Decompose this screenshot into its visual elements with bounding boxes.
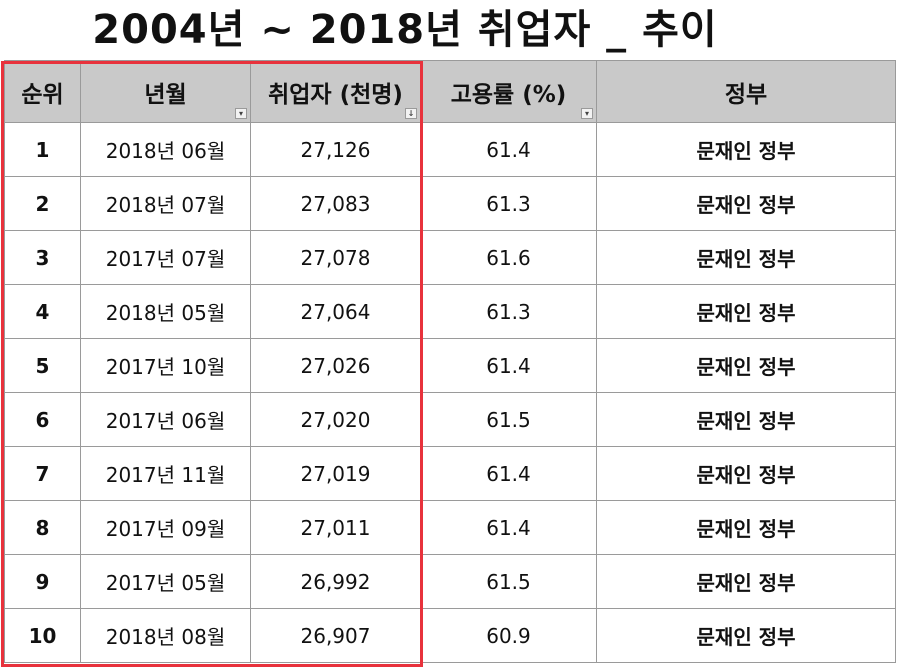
employed-cell[interactable]: 27,126 [250, 122, 421, 177]
employed-cell[interactable]: 26,907 [250, 608, 421, 663]
column-header-label: 정부 [724, 81, 768, 108]
page-title: 2004년 ~ 2018년 취업자 _ 추이 [92, 7, 718, 53]
date-cell[interactable]: 2017년 06월 [80, 392, 251, 447]
employed-cell[interactable]: 27,020 [250, 392, 421, 447]
rate-cell[interactable]: 61.4 [420, 122, 597, 177]
rank-cell[interactable]: 9 [4, 554, 81, 609]
rank-cell[interactable]: 6 [4, 392, 81, 447]
rate-cell[interactable]: 61.4 [420, 338, 597, 393]
rank-cell[interactable]: 8 [4, 500, 81, 555]
sort-desc-icon[interactable]: ↓ [405, 108, 417, 119]
government-cell[interactable]: 문재인 정부 [596, 554, 896, 609]
column-header-rank[interactable]: 순위 [4, 60, 81, 123]
rate-cell[interactable]: 61.3 [420, 176, 597, 231]
government-cell[interactable]: 문재인 정부 [596, 446, 896, 501]
column-header-label: 고용률 (%) [450, 81, 567, 108]
date-cell[interactable]: 2017년 10월 [80, 338, 251, 393]
table-row: 10 2018년 08월 26,907 60.9 문재인 정부 [4, 608, 896, 663]
rank-cell[interactable]: 1 [4, 122, 81, 177]
employed-cell[interactable]: 27,078 [250, 230, 421, 285]
rate-cell[interactable]: 60.9 [420, 608, 597, 663]
column-header-employed[interactable]: 취업자 (천명) ↓ [250, 60, 421, 123]
column-header-date[interactable]: 년월 ▾ [80, 60, 251, 123]
rank-cell[interactable]: 3 [4, 230, 81, 285]
rate-cell[interactable]: 61.5 [420, 392, 597, 447]
header-row: 순위 년월 ▾ 취업자 (천명) ↓ 고용률 (%) ▾ 정부 [4, 60, 896, 123]
employed-cell[interactable]: 27,019 [250, 446, 421, 501]
table-row: 1 2018년 06월 27,126 61.4 문재인 정부 [4, 122, 896, 177]
government-cell[interactable]: 문재인 정부 [596, 392, 896, 447]
rank-cell[interactable]: 7 [4, 446, 81, 501]
column-header-label: 취업자 (천명) [268, 81, 403, 108]
date-cell[interactable]: 2017년 07월 [80, 230, 251, 285]
column-header-label: 순위 [21, 81, 64, 108]
rate-cell[interactable]: 61.5 [420, 554, 597, 609]
date-cell[interactable]: 2017년 11월 [80, 446, 251, 501]
date-cell[interactable]: 2017년 09월 [80, 500, 251, 555]
column-header-rate[interactable]: 고용률 (%) ▾ [420, 60, 597, 123]
government-cell[interactable]: 문재인 정부 [596, 122, 896, 177]
table-row: 7 2017년 11월 27,019 61.4 문재인 정부 [4, 446, 896, 501]
rank-cell[interactable]: 2 [4, 176, 81, 231]
column-header-government[interactable]: 정부 [596, 60, 896, 123]
rank-cell[interactable]: 5 [4, 338, 81, 393]
employed-cell[interactable]: 27,026 [250, 338, 421, 393]
date-cell[interactable]: 2018년 05월 [80, 284, 251, 339]
employment-table: 순위 년월 ▾ 취업자 (천명) ↓ 고용률 (%) ▾ 정부 1 2018년 06월… [4, 60, 896, 663]
government-cell[interactable]: 문재인 정부 [596, 176, 896, 231]
filter-funnel-icon[interactable]: ▾ [235, 108, 247, 119]
government-cell[interactable]: 문재인 정부 [596, 608, 896, 663]
government-cell[interactable]: 문재인 정부 [596, 338, 896, 393]
column-header-label: 년월 [144, 81, 187, 108]
table-row: 3 2017년 07월 27,078 61.6 문재인 정부 [4, 230, 896, 285]
employed-cell[interactable]: 27,083 [250, 176, 421, 231]
rate-cell[interactable]: 61.3 [420, 284, 597, 339]
employed-cell[interactable]: 27,064 [250, 284, 421, 339]
government-cell[interactable]: 문재인 정부 [596, 230, 896, 285]
government-cell[interactable]: 문재인 정부 [596, 284, 896, 339]
date-cell[interactable]: 2018년 07월 [80, 176, 251, 231]
rank-cell[interactable]: 4 [4, 284, 81, 339]
employed-cell[interactable]: 27,011 [250, 500, 421, 555]
rate-cell[interactable]: 61.6 [420, 230, 597, 285]
table-row: 8 2017년 09월 27,011 61.4 문재인 정부 [4, 500, 896, 555]
employed-cell[interactable]: 26,992 [250, 554, 421, 609]
table-row: 4 2018년 05월 27,064 61.3 문재인 정부 [4, 284, 896, 339]
dropdown-arrow-icon[interactable]: ▾ [581, 108, 593, 119]
date-cell[interactable]: 2017년 05월 [80, 554, 251, 609]
rank-cell[interactable]: 10 [4, 608, 81, 663]
rate-cell[interactable]: 61.4 [420, 500, 597, 555]
table-row: 5 2017년 10월 27,026 61.4 문재인 정부 [4, 338, 896, 393]
date-cell[interactable]: 2018년 08월 [80, 608, 251, 663]
table-row: 9 2017년 05월 26,992 61.5 문재인 정부 [4, 554, 896, 609]
date-cell[interactable]: 2018년 06월 [80, 122, 251, 177]
rate-cell[interactable]: 61.4 [420, 446, 597, 501]
government-cell[interactable]: 문재인 정부 [596, 500, 896, 555]
table-row: 6 2017년 06월 27,020 61.5 문재인 정부 [4, 392, 896, 447]
table-row: 2 2018년 07월 27,083 61.3 문재인 정부 [4, 176, 896, 231]
